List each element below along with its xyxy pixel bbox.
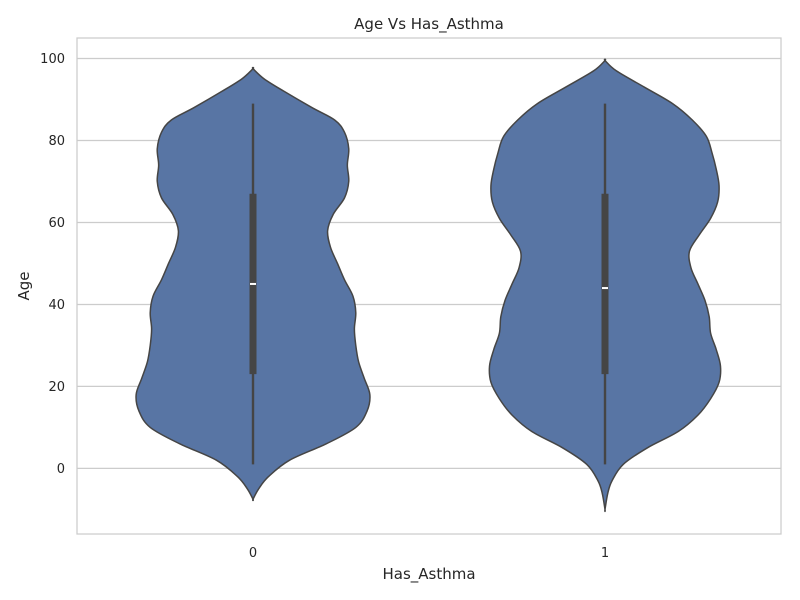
y-tick-label-100: 100 — [40, 52, 65, 67]
x-axis-label: Has_Asthma — [382, 565, 475, 584]
violins — [135, 58, 722, 513]
x-tick-label-1: 1 — [601, 546, 609, 561]
x-tick-label-0: 0 — [249, 546, 257, 561]
y-tick-label-0: 0 — [57, 462, 65, 477]
y-tick-label-20: 20 — [48, 380, 65, 395]
y-axis-label: Age — [15, 271, 33, 300]
y-tick-label-60: 60 — [48, 216, 65, 231]
y-tick-label-80: 80 — [48, 134, 65, 149]
y-tick-label-40: 40 — [48, 298, 65, 313]
tick-labels: 0 20 40 60 80 100 0 1 — [40, 52, 609, 561]
chart-title: Age Vs Has_Asthma — [354, 15, 504, 34]
